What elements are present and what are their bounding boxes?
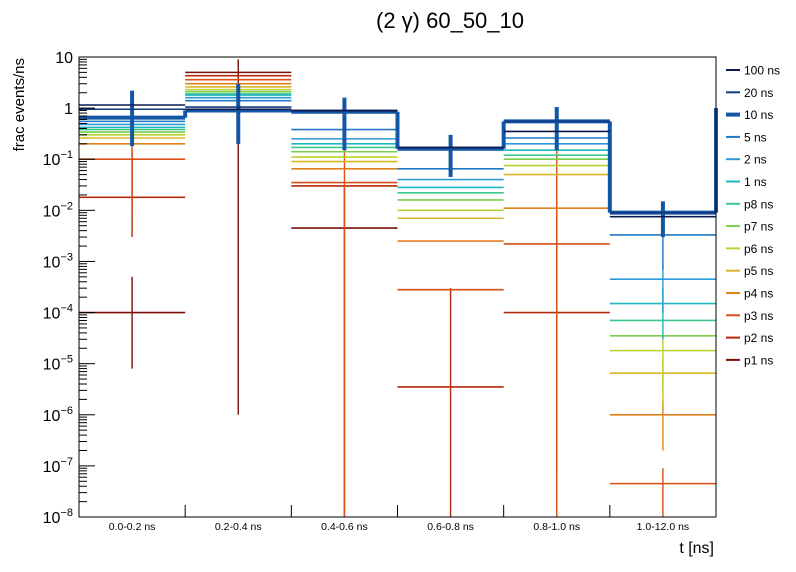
legend-label: 20 ns [744, 86, 773, 100]
legend-entry: p2 ns [726, 331, 773, 345]
x-axis-label: t [ns] [679, 540, 714, 557]
x-tick-label: 1.0-12.0 ns [637, 521, 690, 533]
legend-label: 10 ns [744, 108, 773, 122]
legend-entry: p5 ns [726, 264, 773, 278]
y-tick-label: 10−6 [43, 405, 73, 425]
y-tick-label: 10 [55, 50, 73, 67]
legend-label: p5 ns [744, 264, 773, 278]
series-10-ns [79, 83, 718, 238]
y-tick-label: 10−5 [43, 354, 73, 374]
chart-title: (2 γ) 60_50_10 [376, 8, 524, 33]
legend-label: p3 ns [744, 309, 773, 323]
y-axis-label: frac events/ns [11, 58, 28, 151]
legend-entry: p8 ns [726, 197, 773, 211]
y-tick-label: 10−7 [43, 456, 73, 476]
x-tick-label: 0.8-1.0 ns [533, 521, 580, 533]
legend-label: p2 ns [744, 331, 773, 345]
legend-entry: p6 ns [726, 242, 773, 256]
y-tick-label: 10−8 [43, 507, 73, 527]
legend-entry: 10 ns [726, 108, 773, 122]
legend-entry: p1 ns [726, 353, 773, 367]
legend-label: p1 ns [744, 353, 773, 367]
y-tick-label: 10−2 [43, 200, 73, 220]
legend-label: 100 ns [744, 64, 780, 78]
legend-entry: p4 ns [726, 287, 773, 301]
legend-label: 5 ns [744, 130, 767, 144]
x-tick-label: 0.6-0.8 ns [427, 521, 474, 533]
legend-entry: 100 ns [726, 64, 780, 78]
legend-entry: 1 ns [726, 175, 767, 189]
y-tick-label: 10−3 [43, 251, 73, 271]
legend-label: p7 ns [744, 220, 773, 234]
legend-label: 1 ns [744, 175, 767, 189]
legend-entry: p7 ns [726, 220, 773, 234]
x-tick-label: 0.2-0.4 ns [215, 521, 262, 533]
x-tick-label: 0.4-0.6 ns [321, 521, 368, 533]
legend-label: 2 ns [744, 153, 767, 167]
y-tick-label: 1 [64, 101, 73, 118]
legend-entry: 20 ns [726, 86, 773, 100]
legend-entry: 2 ns [726, 153, 767, 167]
legend-label: p4 ns [744, 287, 773, 301]
legend-label: p6 ns [744, 242, 773, 256]
legend-label: p8 ns [744, 197, 773, 211]
series-100-ns [79, 104, 716, 218]
legend-entry: 5 ns [726, 130, 767, 144]
y-tick-label: 10−4 [43, 303, 73, 323]
y-tick-label: 10−1 [43, 149, 73, 169]
x-tick-label: 0.0-0.2 ns [109, 521, 156, 533]
legend-entry: p3 ns [726, 309, 773, 323]
